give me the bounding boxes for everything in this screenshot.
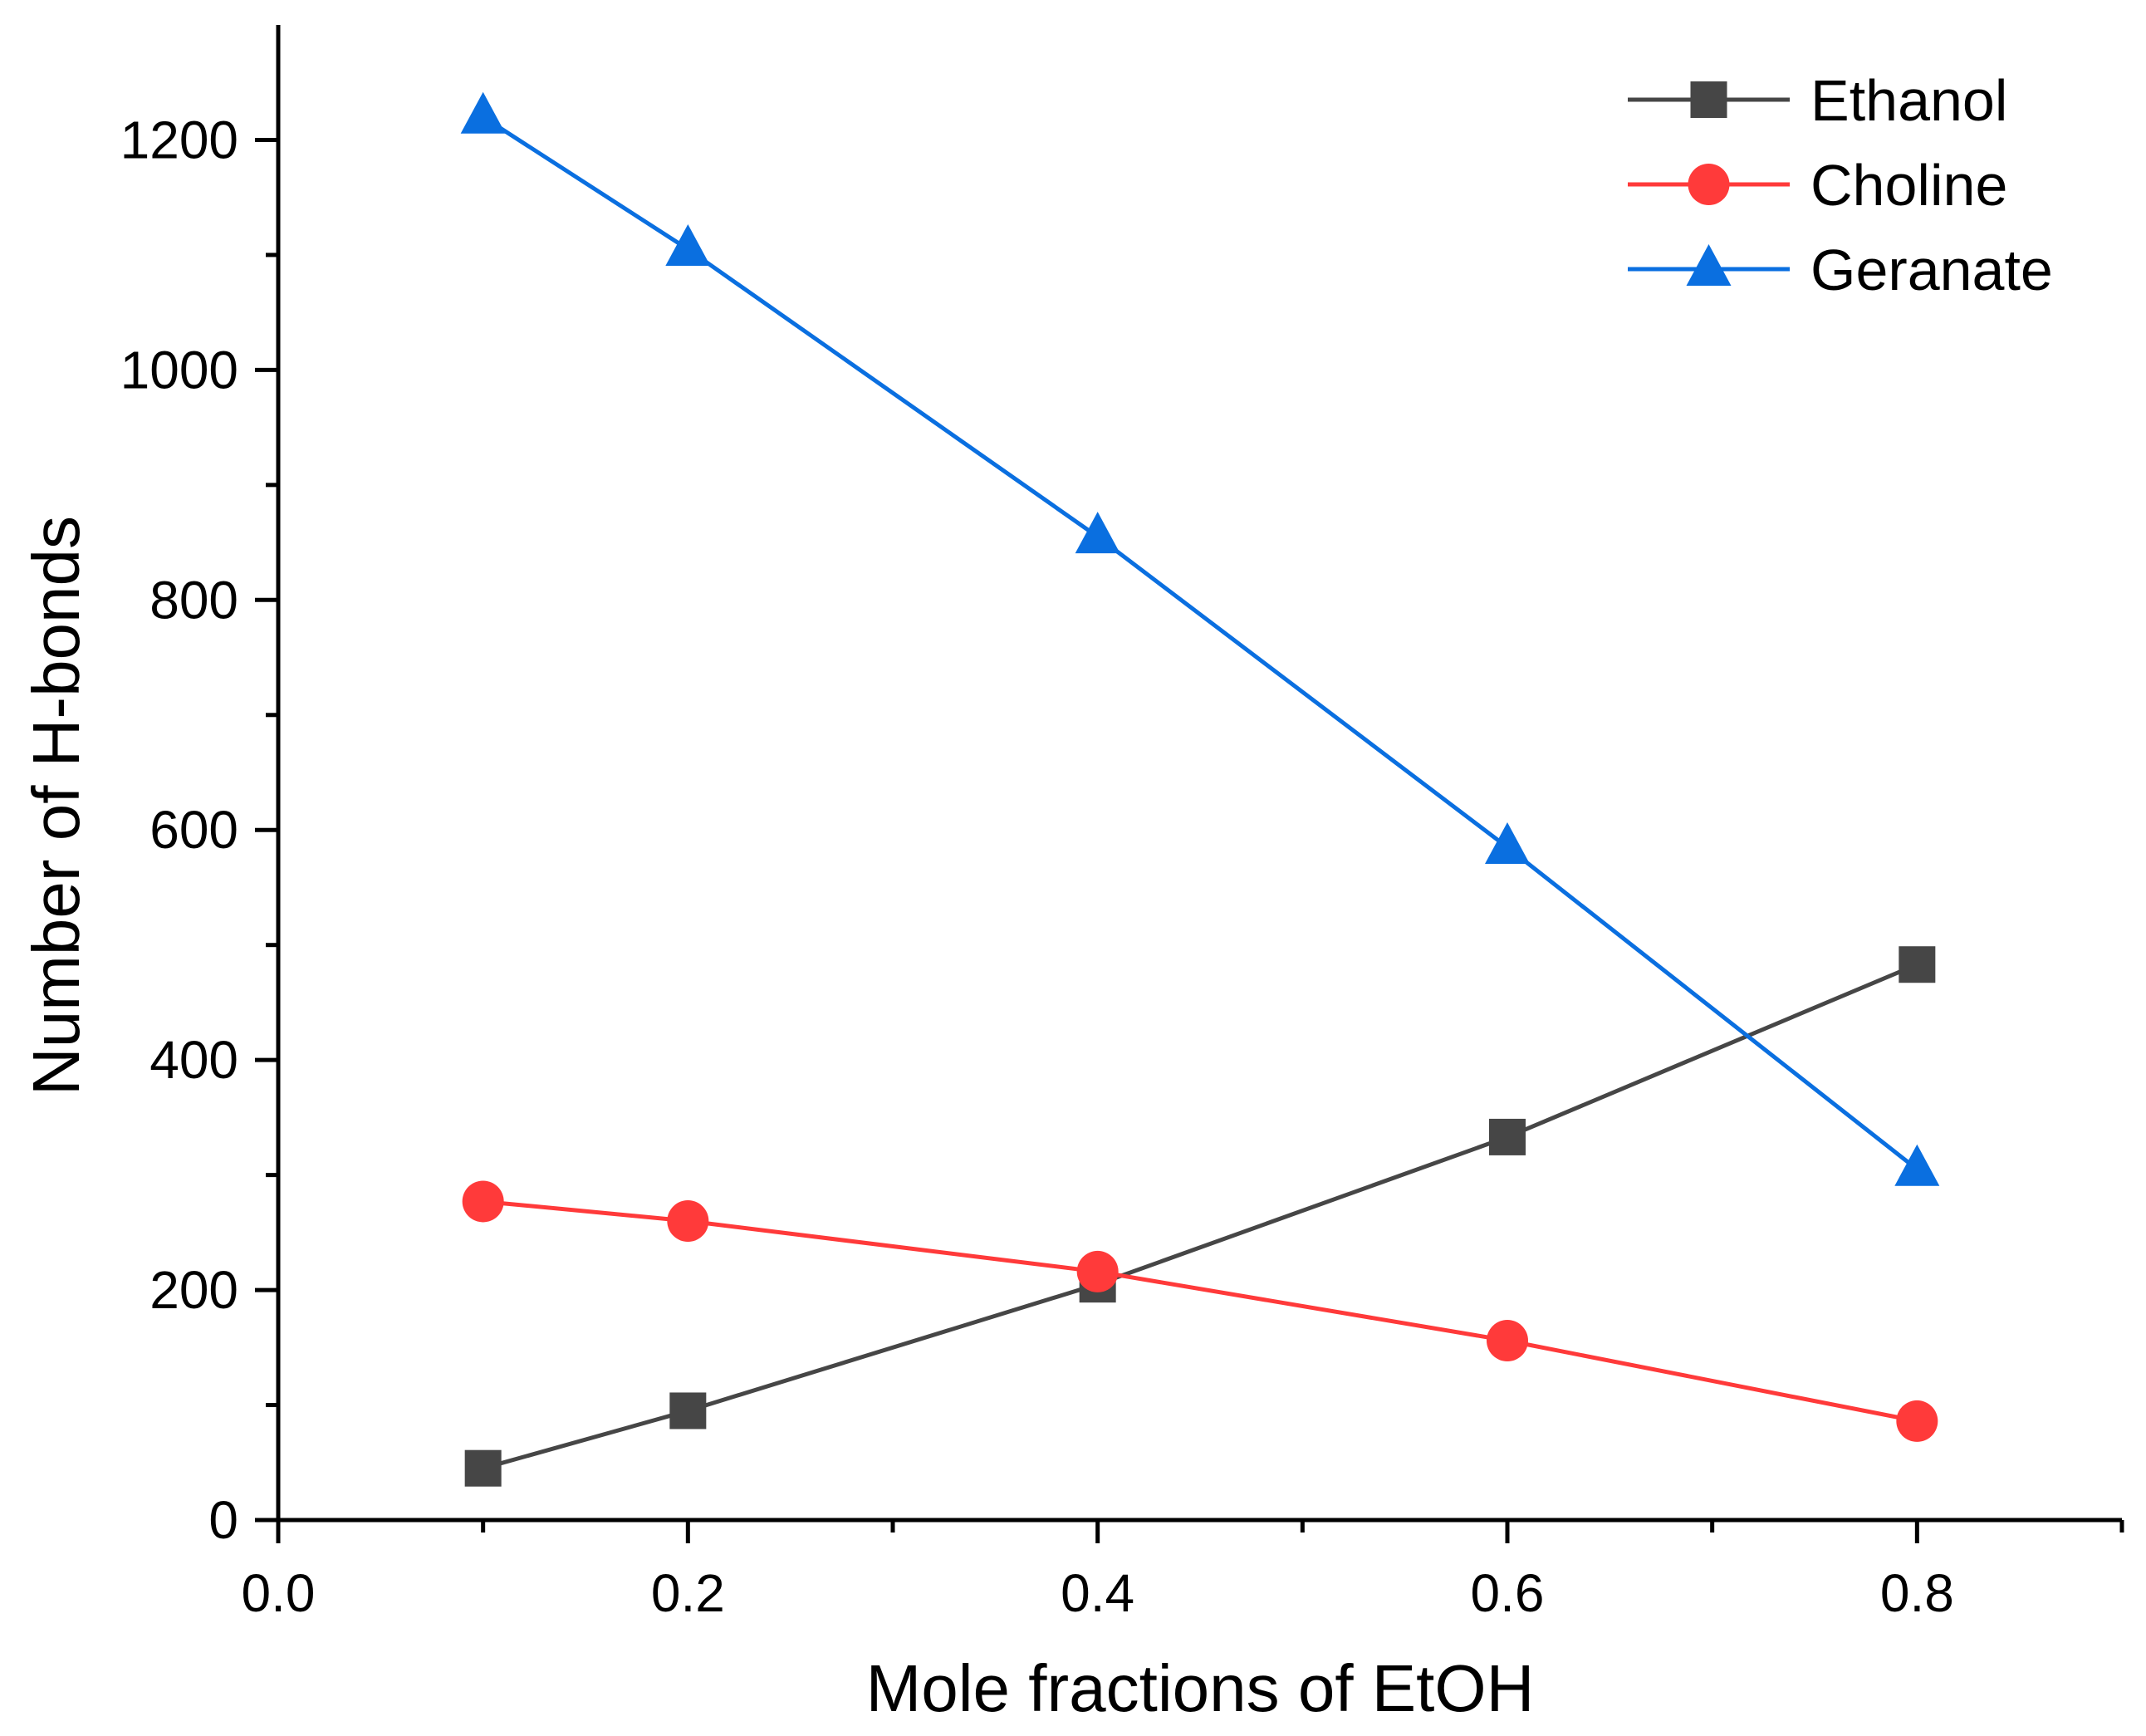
series-group: [460, 91, 1940, 1487]
axes-group: 0.0 0.2 0.4 0.6 0.8 0 200 400 600 800 1000 1200: [120, 25, 2124, 1623]
y-tick-label: 400: [149, 1030, 238, 1090]
x-tick-label: 0.6: [1471, 1563, 1545, 1623]
y-tick-label: 1000: [120, 340, 238, 400]
y-tick-label: 200: [149, 1260, 238, 1320]
data-point-choline: [1896, 1400, 1938, 1442]
series-geranate: [460, 91, 1940, 1186]
data-point-geranate: [1894, 1144, 1940, 1186]
legend-marker-geranate: [1686, 244, 1732, 286]
data-point-ethanol: [1899, 946, 1936, 983]
data-point-choline: [1076, 1250, 1119, 1292]
y-tick-label: 1200: [120, 110, 238, 169]
legend-marker-choline: [1688, 164, 1730, 205]
y-axis-title: Number of H-bonds: [19, 516, 93, 1096]
y-tick-label: 600: [149, 800, 238, 860]
data-point-choline: [1487, 1320, 1528, 1361]
data-point-geranate: [1485, 822, 1530, 864]
data-point-geranate: [1075, 512, 1120, 554]
data-point-ethanol: [1489, 1118, 1526, 1155]
series-choline: [462, 1180, 1938, 1442]
x-tick-label: 0.2: [651, 1563, 725, 1623]
x-tick-label: 0.0: [242, 1563, 316, 1623]
data-point-geranate: [665, 224, 711, 266]
legend: Ethanol Choline Geranate: [1628, 68, 2053, 302]
data-point-choline: [667, 1200, 709, 1242]
data-point-ethanol: [464, 1449, 502, 1487]
data-point-choline: [462, 1180, 504, 1223]
legend-label-ethanol: Ethanol: [1810, 68, 2007, 133]
x-tick-label: 0.8: [1880, 1563, 1954, 1623]
data-point-geranate: [460, 91, 506, 134]
y-tick-label: 800: [149, 570, 238, 630]
legend-label-geranate: Geranate: [1810, 238, 2053, 302]
x-axis-title: Mole fractions of EtOH: [866, 1651, 1535, 1725]
x-tick-label: 0.4: [1061, 1563, 1134, 1623]
legend-marker-ethanol: [1690, 81, 1727, 118]
data-point-ethanol: [669, 1392, 707, 1430]
legend-label-choline: Choline: [1810, 153, 2007, 218]
y-tick-label: 0: [208, 1490, 238, 1550]
